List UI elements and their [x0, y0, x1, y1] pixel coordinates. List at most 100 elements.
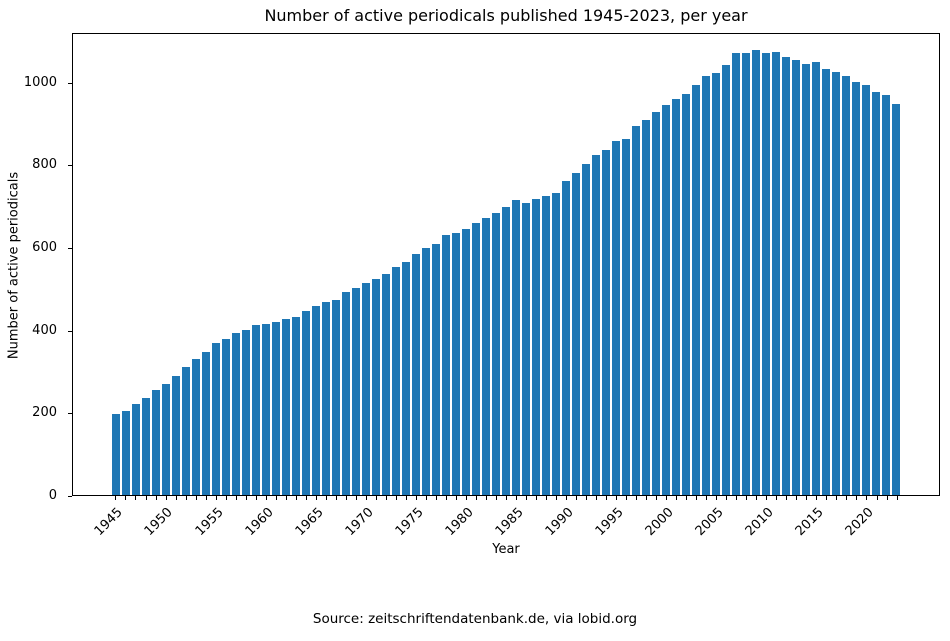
- x-tick: [806, 496, 808, 500]
- x-tick: [265, 496, 267, 500]
- x-tick: [896, 496, 898, 500]
- x-tick: [315, 496, 317, 500]
- y-tick-marks: [68, 33, 72, 497]
- x-tick: [225, 496, 227, 500]
- bar: [751, 50, 760, 495]
- bar: [761, 53, 770, 495]
- bar: [442, 235, 451, 495]
- bar: [302, 311, 311, 495]
- x-tick: [746, 496, 748, 500]
- x-tick-label: 2015: [793, 505, 828, 540]
- bar: [881, 95, 890, 495]
- x-tick: [175, 496, 177, 500]
- bar: [571, 172, 580, 495]
- bar: [462, 228, 471, 495]
- bar: [821, 69, 830, 495]
- x-tick: [495, 496, 497, 500]
- bar: [212, 342, 221, 495]
- x-tick: [816, 496, 818, 500]
- x-tick: [866, 496, 868, 500]
- bar: [701, 75, 710, 495]
- bar: [811, 62, 820, 495]
- bar: [561, 181, 570, 495]
- x-tick-label: 1960: [242, 505, 277, 540]
- x-tick: [235, 496, 237, 500]
- bar: [332, 299, 341, 495]
- x-tick-label: 2010: [742, 505, 777, 540]
- x-tick: [876, 496, 878, 500]
- x-tick: [606, 496, 608, 500]
- bar: [142, 398, 151, 495]
- bar: [152, 390, 161, 495]
- x-tick: [335, 496, 337, 500]
- bar: [262, 324, 271, 495]
- x-tick: [646, 496, 648, 500]
- bar: [621, 138, 630, 495]
- bar: [112, 413, 121, 495]
- x-tick: [415, 496, 417, 500]
- x-tick: [736, 496, 738, 500]
- bar: [891, 103, 900, 495]
- x-tick: [526, 496, 528, 500]
- bar: [452, 233, 461, 495]
- x-tick: [115, 496, 117, 500]
- bar: [342, 292, 351, 495]
- bar: [172, 376, 181, 495]
- x-tick: [686, 496, 688, 500]
- bar: [362, 283, 371, 495]
- bar: [232, 333, 241, 495]
- bar: [412, 254, 421, 495]
- bar: [252, 325, 261, 495]
- bar: [631, 125, 640, 495]
- x-axis-label: Year: [492, 542, 520, 557]
- x-tick-label: 1965: [292, 505, 327, 540]
- bar: [492, 212, 500, 495]
- x-tick: [165, 496, 167, 500]
- bar: [551, 192, 560, 495]
- x-tick: [566, 496, 568, 500]
- bar: [691, 85, 700, 495]
- bar: [132, 404, 141, 495]
- x-tick-label: 2005: [692, 505, 727, 540]
- x-tick: [155, 496, 157, 500]
- x-tick: [726, 496, 728, 500]
- bar: [192, 359, 201, 495]
- x-tick: [245, 496, 247, 500]
- x-tick-label: 2020: [843, 505, 878, 540]
- bar: [731, 53, 740, 495]
- x-tick: [856, 496, 858, 500]
- x-tick: [325, 496, 327, 500]
- x-tick-label: 1950: [142, 505, 177, 540]
- bar: [312, 305, 321, 495]
- x-tick: [676, 496, 678, 500]
- x-tick: [365, 496, 367, 500]
- x-tick-label: 1970: [342, 505, 377, 540]
- x-tick: [145, 496, 147, 500]
- x-tick: [455, 496, 457, 500]
- bar: [681, 94, 690, 495]
- bar: [521, 202, 530, 495]
- bar: [352, 287, 361, 495]
- x-tick: [846, 496, 848, 500]
- x-tick: [485, 496, 487, 500]
- x-tick: [425, 496, 427, 500]
- x-tick: [516, 496, 517, 500]
- x-tick: [616, 496, 618, 500]
- bar: [392, 267, 401, 495]
- bar: [721, 65, 730, 495]
- x-tick-label: 1945: [92, 505, 127, 540]
- chart-title: Number of active periodicals published 1…: [264, 6, 748, 25]
- bar: [741, 53, 750, 495]
- y-tick-label: 600: [32, 239, 57, 255]
- bar: [402, 262, 411, 495]
- y-tick: [68, 330, 72, 332]
- bar: [841, 75, 850, 495]
- y-tick: [68, 496, 72, 497]
- x-tick: [125, 496, 127, 500]
- bar: [851, 81, 860, 495]
- x-tick: [506, 496, 507, 500]
- bar: [162, 383, 171, 495]
- bar: [801, 64, 810, 495]
- x-tick: [836, 496, 838, 500]
